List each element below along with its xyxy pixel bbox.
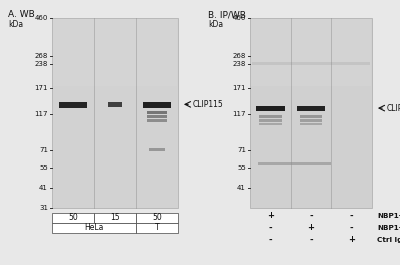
Bar <box>136 223 178 233</box>
Text: -: - <box>268 236 272 245</box>
Text: 460: 460 <box>233 15 246 21</box>
Text: kDa: kDa <box>208 20 223 29</box>
Text: -: - <box>350 223 354 232</box>
Text: Ctrl IgG: Ctrl IgG <box>377 237 400 243</box>
Text: -: - <box>309 236 313 245</box>
Text: NBP1-78743: NBP1-78743 <box>377 213 400 219</box>
Text: 55: 55 <box>39 165 48 171</box>
Text: 171: 171 <box>34 85 48 91</box>
Text: kDa: kDa <box>8 20 23 29</box>
Bar <box>258 162 331 165</box>
Text: -: - <box>309 211 313 220</box>
Bar <box>252 63 370 65</box>
Text: 171: 171 <box>232 85 246 91</box>
Text: 41: 41 <box>237 185 246 191</box>
Text: 15: 15 <box>110 214 120 223</box>
Bar <box>300 115 322 118</box>
Bar <box>143 102 171 108</box>
Bar <box>108 102 122 107</box>
Bar <box>94 213 136 223</box>
Text: 55: 55 <box>237 165 246 171</box>
Text: 31: 31 <box>39 205 48 211</box>
Text: +: + <box>308 223 314 232</box>
Bar <box>52 18 178 208</box>
Bar <box>250 18 372 208</box>
Bar <box>300 123 322 125</box>
Text: 238: 238 <box>233 61 246 67</box>
Text: 268: 268 <box>35 53 48 59</box>
Text: 71: 71 <box>39 147 48 153</box>
Text: 268: 268 <box>233 53 246 59</box>
Bar <box>148 120 166 122</box>
Bar <box>53 19 177 86</box>
Text: 50: 50 <box>152 214 162 223</box>
Text: 50: 50 <box>68 214 78 223</box>
Text: NBP1-78744: NBP1-78744 <box>377 225 400 231</box>
Bar <box>52 213 94 223</box>
Bar <box>136 213 178 223</box>
Text: CLIP115: CLIP115 <box>387 104 400 113</box>
Text: +: + <box>348 236 355 245</box>
Text: 460: 460 <box>35 15 48 21</box>
Text: 117: 117 <box>34 112 48 117</box>
Bar <box>256 106 284 111</box>
Bar <box>259 115 282 118</box>
Bar <box>149 148 165 151</box>
Bar <box>300 120 322 122</box>
Text: T: T <box>155 223 159 232</box>
Text: 71: 71 <box>237 147 246 153</box>
Text: +: + <box>267 211 274 220</box>
Bar <box>251 19 371 86</box>
Text: 41: 41 <box>39 185 48 191</box>
Text: -: - <box>350 211 354 220</box>
Bar <box>297 106 325 111</box>
Bar <box>259 123 282 125</box>
Bar <box>148 115 166 118</box>
Text: CLIP115: CLIP115 <box>193 100 224 109</box>
Bar <box>148 111 166 114</box>
Bar <box>59 102 87 108</box>
Text: B. IP/WB: B. IP/WB <box>208 10 246 19</box>
Bar <box>259 120 282 122</box>
Text: A. WB: A. WB <box>8 10 35 19</box>
Bar <box>52 223 136 233</box>
Text: -: - <box>268 223 272 232</box>
Text: HeLa: HeLa <box>84 223 104 232</box>
Text: 238: 238 <box>35 61 48 67</box>
Text: 117: 117 <box>232 112 246 117</box>
